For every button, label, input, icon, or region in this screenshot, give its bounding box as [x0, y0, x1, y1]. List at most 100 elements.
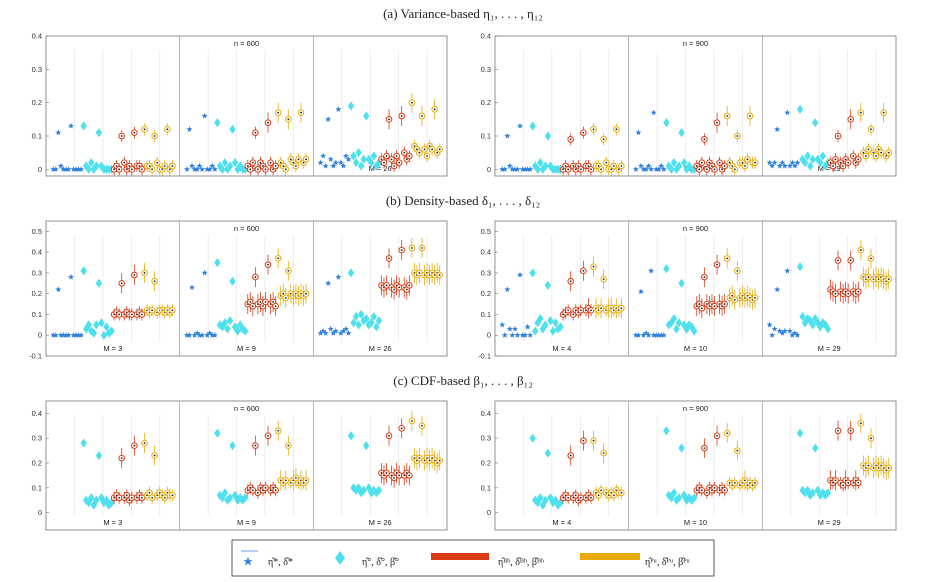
star-marker	[211, 332, 218, 338]
diamond-marker	[80, 121, 87, 131]
pu-center	[284, 479, 287, 482]
star-marker	[317, 330, 324, 336]
pu-center	[410, 101, 413, 104]
star-marker	[635, 332, 642, 338]
diamond-marker	[375, 485, 383, 495]
star-marker	[342, 152, 349, 159]
bb-center	[829, 161, 832, 164]
title-cdf: (c) CDF-based β₁, . . . , β₁₂	[393, 373, 532, 388]
panel-frame	[45, 400, 448, 531]
diamond-marker	[108, 498, 115, 508]
diamond-marker	[670, 314, 678, 324]
star-marker	[645, 162, 652, 169]
star-marker	[209, 162, 216, 169]
diamond-marker	[226, 493, 234, 503]
bb-center	[834, 479, 837, 482]
bb-center	[249, 168, 252, 171]
star-marker	[645, 332, 652, 338]
y-tick-label: 0.3	[32, 434, 42, 443]
diamond-marker	[537, 158, 544, 168]
star-marker	[769, 332, 776, 338]
pu-center	[867, 464, 870, 467]
diamond-marker	[90, 328, 98, 338]
legend-star-icon	[241, 550, 258, 566]
bb-center	[723, 489, 726, 492]
n-label: n = 900	[683, 224, 708, 233]
bb-center	[395, 155, 398, 157]
pu-center	[615, 128, 618, 131]
diamond-marker	[796, 262, 804, 272]
diamond-marker	[214, 257, 221, 268]
star-marker	[771, 159, 778, 166]
star-marker	[499, 321, 506, 328]
star-marker	[211, 166, 218, 172]
pu-center	[620, 491, 623, 494]
pu-center	[754, 296, 756, 299]
bb-center	[713, 168, 716, 171]
diamond-marker	[80, 438, 87, 448]
bb-center	[562, 168, 565, 171]
pu-center	[731, 165, 734, 167]
diamond-marker	[552, 318, 559, 328]
diamond-marker	[88, 158, 95, 168]
diamond-marker	[534, 318, 541, 328]
bb-center	[849, 118, 852, 121]
diamond-marker	[219, 164, 226, 174]
star-marker	[653, 166, 660, 172]
bb-center	[842, 165, 845, 167]
star-marker	[517, 122, 524, 129]
pu-center	[305, 479, 307, 482]
diamond-marker	[532, 326, 539, 336]
y-tick-label: 0.2	[32, 459, 42, 468]
diamond-marker	[663, 426, 670, 436]
star-marker	[191, 332, 198, 338]
diamond-marker	[812, 118, 819, 128]
pu-center	[592, 439, 595, 442]
star-marker	[504, 132, 511, 139]
star-marker	[52, 166, 59, 172]
star-marker	[658, 162, 665, 169]
bb-center	[128, 165, 131, 167]
bb-center	[706, 168, 708, 171]
diamond-marker	[360, 485, 367, 495]
diamond-marker	[105, 328, 113, 338]
bb-center	[269, 161, 272, 164]
bb-center	[254, 131, 257, 134]
star-marker	[327, 156, 334, 162]
bb-center	[567, 309, 570, 312]
pu-center	[156, 161, 159, 164]
pu-center	[282, 292, 285, 295]
pu-center	[171, 165, 174, 167]
diamond-marker	[547, 493, 554, 503]
diamond-marker	[547, 316, 554, 326]
bb-center	[120, 282, 123, 285]
diamond-marker	[95, 450, 103, 461]
bb-center	[267, 263, 269, 266]
star-marker	[514, 166, 521, 172]
bb-center	[569, 138, 572, 141]
pu-center	[592, 128, 595, 131]
bb-center	[130, 496, 133, 499]
y-tick-label: 0.2	[32, 98, 42, 107]
bb-center	[257, 168, 259, 171]
bb-center	[398, 161, 401, 164]
diamond-marker	[363, 111, 370, 121]
y-tick-label: 0.1	[32, 132, 42, 141]
diamond-marker	[226, 316, 234, 326]
star-marker	[189, 284, 195, 291]
title-variance: (a) Variance-based η₁, . . . , η₁₂	[383, 6, 543, 21]
star-marker	[70, 166, 77, 172]
diamond-marker	[799, 311, 806, 322]
legend-bb-bar	[431, 553, 489, 560]
star-marker	[640, 332, 647, 338]
bb-center	[246, 165, 249, 167]
bb-center	[113, 168, 116, 171]
pu-center	[297, 158, 300, 161]
m-label: M = 3	[103, 344, 122, 353]
bb-center	[405, 288, 408, 291]
bb-center	[383, 161, 385, 164]
star-marker	[325, 280, 332, 286]
y-tick-label: 0	[487, 331, 491, 340]
